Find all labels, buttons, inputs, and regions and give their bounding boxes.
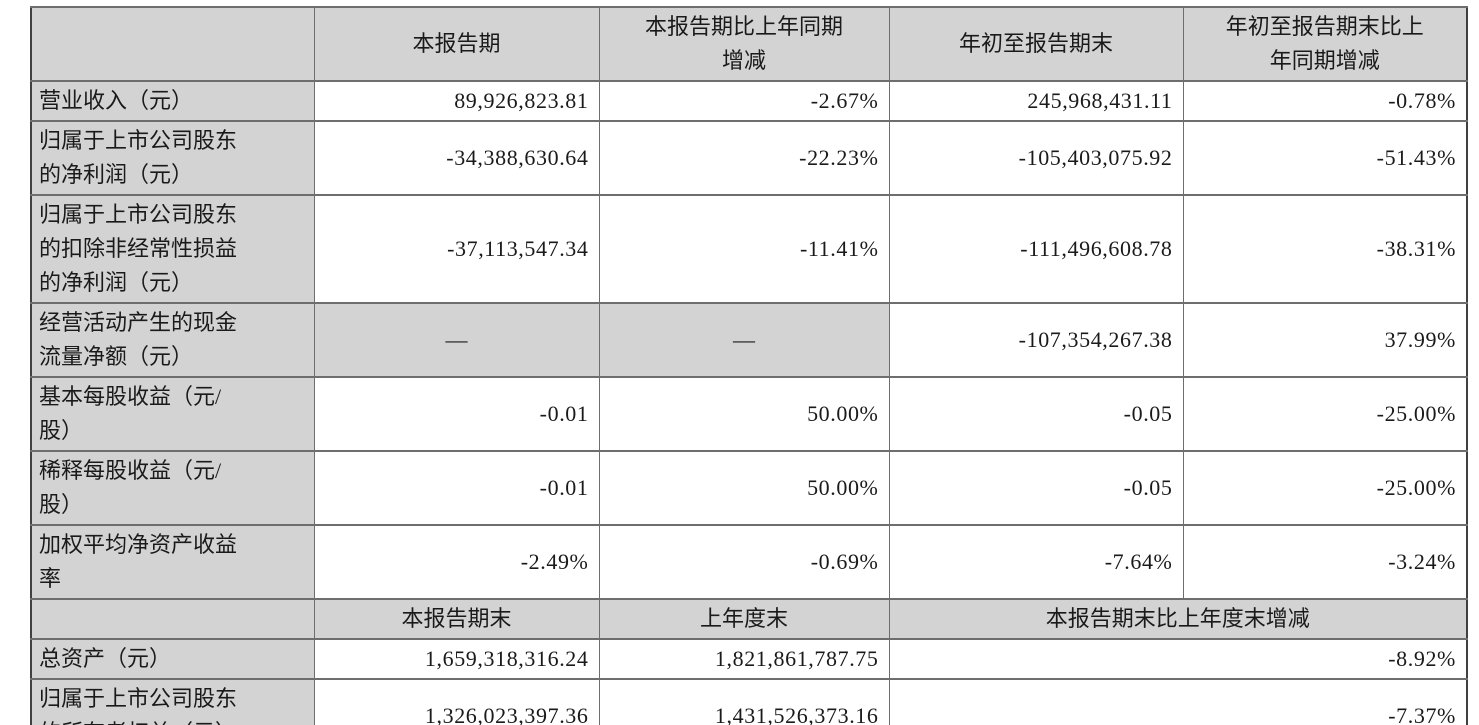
- row-label: 总资产（元）: [30, 638, 315, 680]
- cell-ytd-yoy: -25.00%: [1182, 450, 1468, 526]
- row-label: 基本每股收益（元/ 股）: [30, 376, 315, 452]
- header-current-period: 本报告期: [313, 6, 600, 82]
- header-current-period-yoy: 本报告期比上年同期 增减: [598, 6, 890, 82]
- cell-ytd: -0.05: [888, 450, 1184, 526]
- table-row: 经营活动产生的现金 流量净额（元） — — -107,354,267.38 37…: [30, 302, 1468, 378]
- cell-current-yoy: -22.23%: [598, 120, 890, 196]
- cell-ytd: -111,496,608.78: [888, 194, 1184, 304]
- subheader-period-end: 本报告期末: [313, 598, 600, 640]
- cell-ytd-yoy: 37.99%: [1182, 302, 1468, 378]
- cell-ytd: -0.05: [888, 376, 1184, 452]
- table-row: 稀释每股收益（元/ 股） -0.01 50.00% -0.05 -25.00%: [30, 450, 1468, 526]
- cell-current: -0.01: [313, 376, 600, 452]
- table-row: 归属于上市公司股东 的净利润（元） -34,388,630.64 -22.23%…: [30, 120, 1468, 196]
- cell-ytd: 245,968,431.11: [888, 80, 1184, 122]
- cell-current: -34,388,630.64: [313, 120, 600, 196]
- cell-period-end: 1,659,318,316.24: [313, 638, 600, 680]
- cell-current-yoy: 50.00%: [598, 376, 890, 452]
- table-subheader-row: 本报告期末 上年度末 本报告期末比上年度末增减: [30, 598, 1468, 640]
- row-label: 归属于上市公司股东 的净利润（元）: [30, 120, 315, 196]
- cell-current-yoy: -0.69%: [598, 524, 890, 600]
- cell-current: 89,926,823.81: [313, 80, 600, 122]
- financial-summary-table: 本报告期 本报告期比上年同期 增减 年初至报告期末 年初至报告期末比上 年同期增…: [30, 6, 1468, 725]
- header-ytd-yoy: 年初至报告期末比上 年同期增减: [1182, 6, 1468, 82]
- row-label: 归属于上市公司股东 的扣除非经常性损益 的净利润（元）: [30, 194, 315, 304]
- cell-change: -8.92%: [888, 638, 1468, 680]
- table-row: 总资产（元） 1,659,318,316.24 1,821,861,787.75…: [30, 638, 1468, 680]
- cell-ytd-yoy: -0.78%: [1182, 80, 1468, 122]
- table-row: 基本每股收益（元/ 股） -0.01 50.00% -0.05 -25.00%: [30, 376, 1468, 452]
- table-row: 归属于上市公司股东 的所有者权益（元） 1,326,023,397.36 1,4…: [30, 678, 1468, 725]
- header-ytd: 年初至报告期末: [888, 6, 1184, 82]
- cell-ytd: -105,403,075.92: [888, 120, 1184, 196]
- cell-current-yoy: -11.41%: [598, 194, 890, 304]
- row-label: 归属于上市公司股东 的所有者权益（元）: [30, 678, 315, 725]
- cell-current-yoy-dash: —: [598, 302, 890, 378]
- row-label: 稀释每股收益（元/ 股）: [30, 450, 315, 526]
- table-row: 营业收入（元） 89,926,823.81 -2.67% 245,968,431…: [30, 80, 1468, 122]
- cell-current: -2.49%: [313, 524, 600, 600]
- table-header-row: 本报告期 本报告期比上年同期 增减 年初至报告期末 年初至报告期末比上 年同期增…: [30, 6, 1468, 82]
- cell-prior-year-end: 1,431,526,373.16: [598, 678, 890, 725]
- cell-ytd-yoy: -3.24%: [1182, 524, 1468, 600]
- cell-prior-year-end: 1,821,861,787.75: [598, 638, 890, 680]
- subheader-prior-year-end: 上年度末: [598, 598, 890, 640]
- row-label: 加权平均净资产收益 率: [30, 524, 315, 600]
- cell-change: -7.37%: [888, 678, 1468, 725]
- cell-current: -37,113,547.34: [313, 194, 600, 304]
- cell-ytd: -7.64%: [888, 524, 1184, 600]
- subheader-corner-cell: [30, 598, 315, 640]
- header-corner-cell: [30, 6, 315, 82]
- cell-ytd-yoy: -38.31%: [1182, 194, 1468, 304]
- cell-current: -0.01: [313, 450, 600, 526]
- table-row: 归属于上市公司股东 的扣除非经常性损益 的净利润（元） -37,113,547.…: [30, 194, 1468, 304]
- row-label: 经营活动产生的现金 流量净额（元）: [30, 302, 315, 378]
- cell-ytd-yoy: -25.00%: [1182, 376, 1468, 452]
- row-label: 营业收入（元）: [30, 80, 315, 122]
- cell-period-end: 1,326,023,397.36: [313, 678, 600, 725]
- cell-current-dash: —: [313, 302, 600, 378]
- cell-ytd-yoy: -51.43%: [1182, 120, 1468, 196]
- table-row: 加权平均净资产收益 率 -2.49% -0.69% -7.64% -3.24%: [30, 524, 1468, 600]
- cell-current-yoy: 50.00%: [598, 450, 890, 526]
- subheader-change-vs-prior-year-end: 本报告期末比上年度末增减: [888, 598, 1468, 640]
- cell-current-yoy: -2.67%: [598, 80, 890, 122]
- cell-ytd: -107,354,267.38: [888, 302, 1184, 378]
